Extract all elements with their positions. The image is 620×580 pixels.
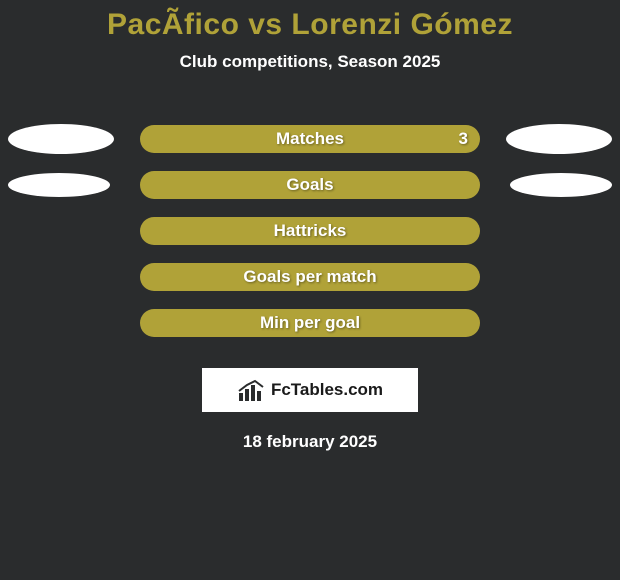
stat-label: Hattricks — [140, 221, 480, 241]
stat-label: Matches — [140, 129, 480, 149]
logo-box: FcTables.com — [202, 368, 418, 412]
stat-row: Goals per match — [0, 254, 620, 300]
stat-label: Goals per match — [140, 267, 480, 287]
stat-label: Goals — [140, 175, 480, 195]
stat-row: Matches3 — [0, 116, 620, 162]
right-ellipse — [510, 173, 612, 197]
stat-bar: Min per goal — [140, 309, 480, 337]
subtitle: Club competitions, Season 2025 — [0, 52, 620, 72]
stat-row: Hattricks — [0, 208, 620, 254]
chart-icon — [237, 379, 267, 401]
right-ellipse — [506, 124, 612, 154]
logo-text: FcTables.com — [271, 380, 383, 400]
stat-bar: Goals per match — [140, 263, 480, 291]
left-ellipse — [8, 124, 114, 154]
left-ellipse — [8, 173, 110, 197]
page-title: PacÃ­fico vs Lorenzi Gómez — [0, 0, 620, 42]
stat-bar: Hattricks — [140, 217, 480, 245]
date-text: 18 february 2025 — [0, 432, 620, 452]
stat-rows: Matches3 Goals Hattricks Goals per match Min… — [0, 116, 620, 346]
stat-row: Goals — [0, 162, 620, 208]
stat-bar: Goals — [140, 171, 480, 199]
stat-bar: Matches3 — [140, 125, 480, 153]
stat-value: 3 — [459, 129, 468, 149]
stat-label: Min per goal — [140, 313, 480, 333]
stat-row: Min per goal — [0, 300, 620, 346]
